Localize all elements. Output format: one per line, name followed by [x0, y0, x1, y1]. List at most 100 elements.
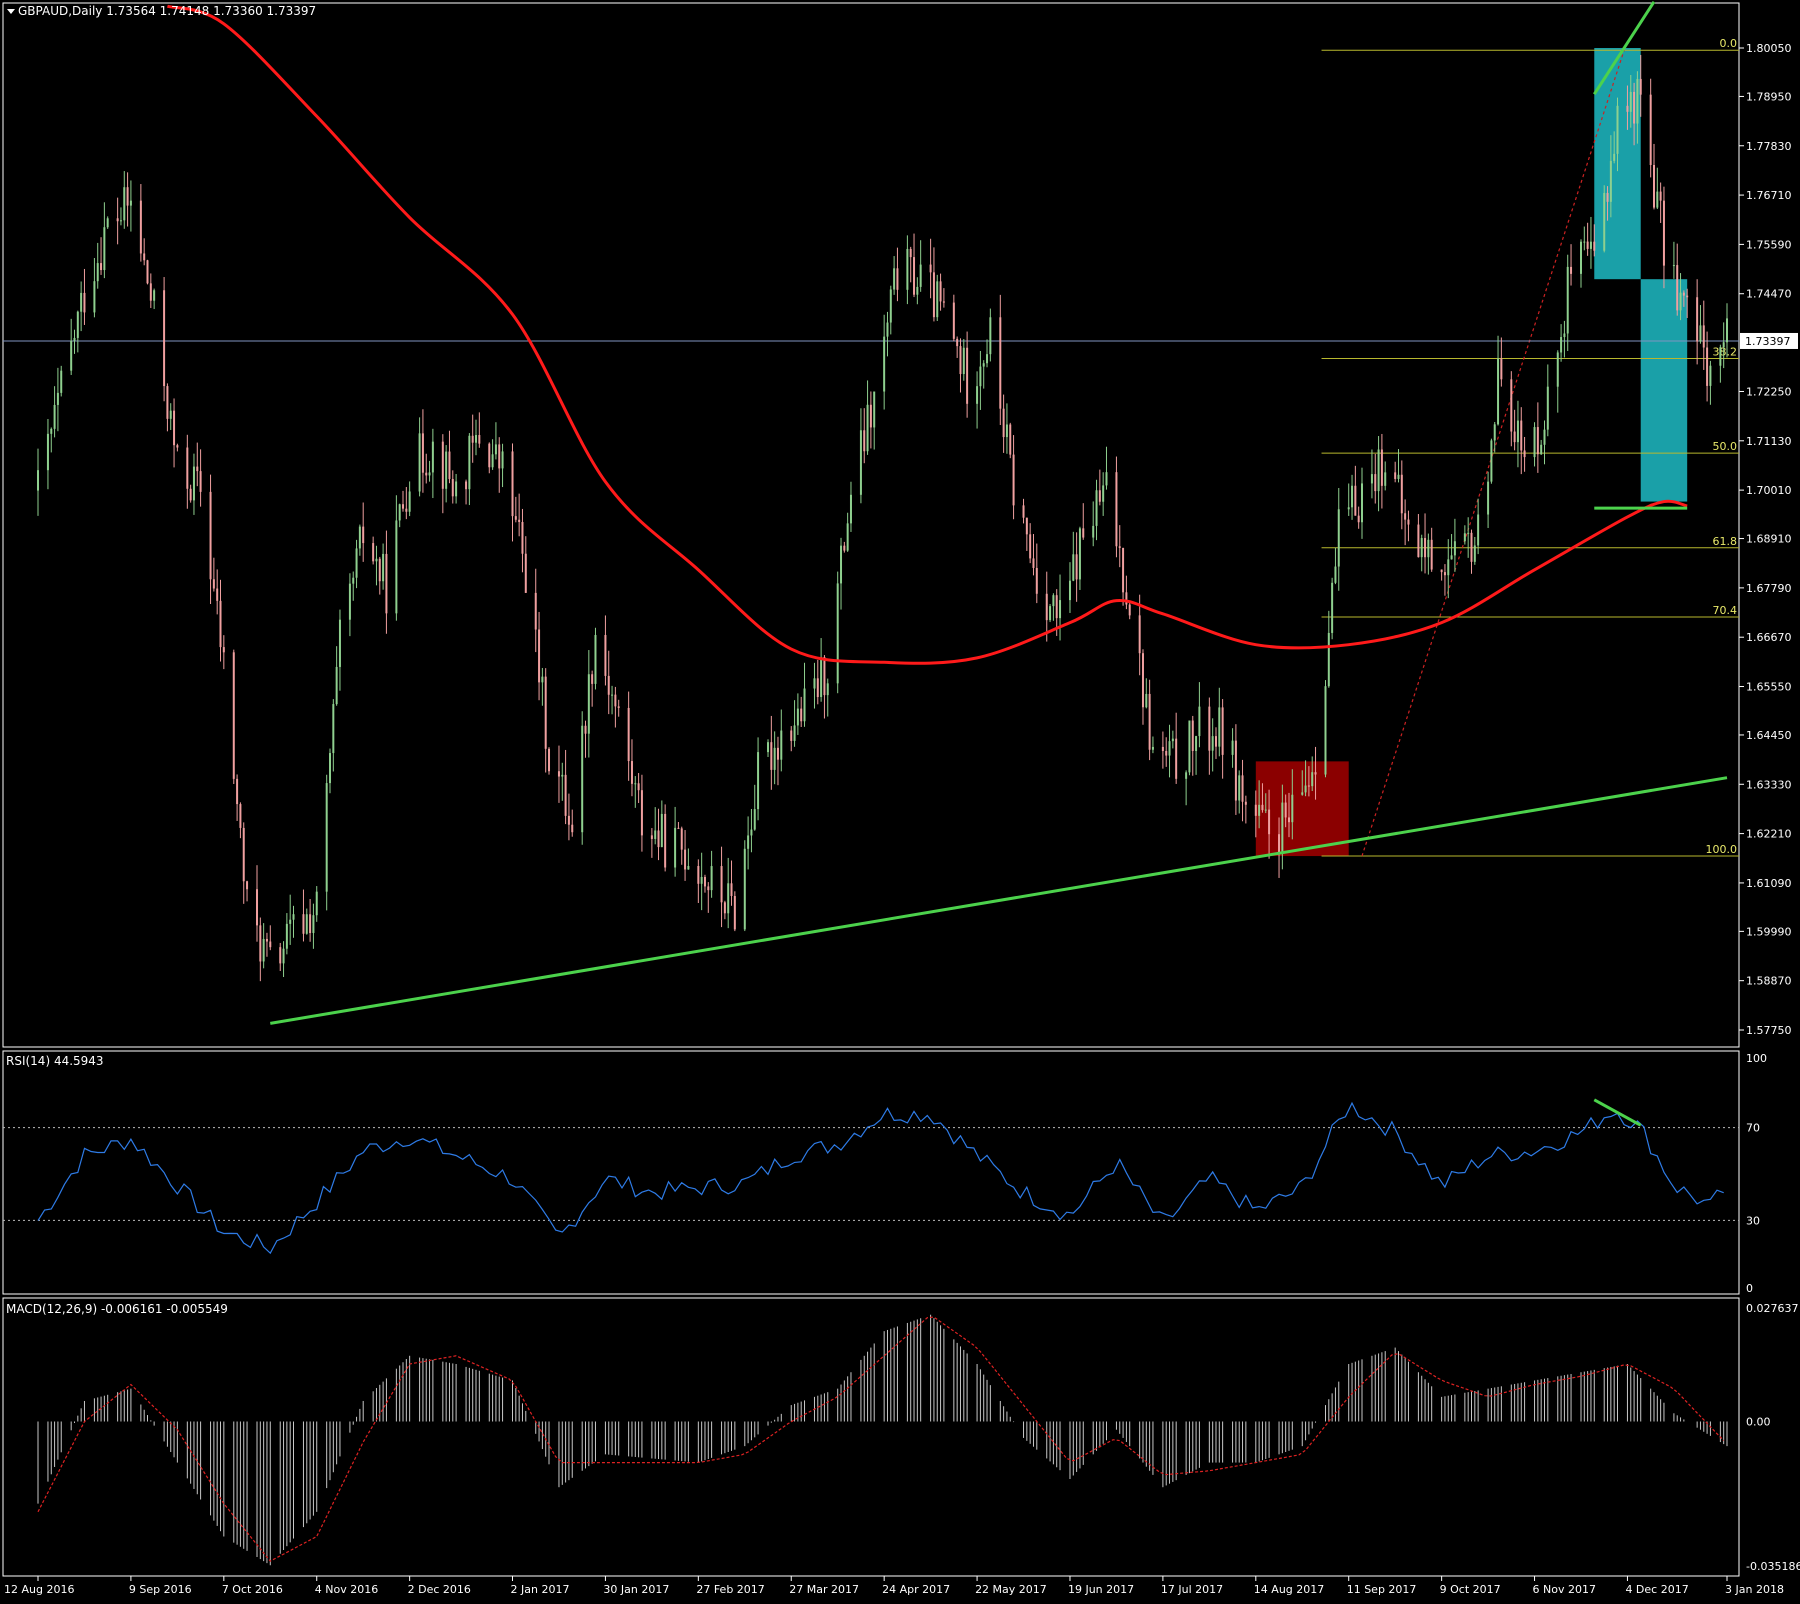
- candle-body: [216, 588, 219, 601]
- dropdown-triangle-icon[interactable]: [7, 9, 15, 14]
- candle-body: [1377, 449, 1380, 492]
- fib-level-label: 0.0: [1720, 37, 1738, 50]
- candle-body: [1068, 580, 1071, 601]
- candle-body: [375, 558, 378, 562]
- candle-body: [1404, 513, 1407, 520]
- macd-axis-label: 0.027637: [1746, 1302, 1799, 1315]
- date-label: 17 Jul 2017: [1161, 1583, 1223, 1596]
- candle-body: [591, 674, 594, 684]
- price-tick-label: 1.59990: [1746, 925, 1792, 938]
- candle-body: [1699, 325, 1702, 342]
- candle-body: [398, 504, 401, 521]
- candle-body: [1579, 241, 1582, 274]
- candle-body: [859, 430, 862, 495]
- candle-body: [1052, 595, 1055, 607]
- fib-level-label: 61.8: [1713, 535, 1738, 548]
- candle-body: [1719, 347, 1722, 366]
- fib-level-label: 50.0: [1713, 440, 1738, 453]
- candle-body: [611, 694, 614, 696]
- candle-body: [511, 451, 514, 517]
- rsi-header: RSI(14) 44.5943: [6, 1054, 104, 1068]
- candle-body: [126, 187, 129, 206]
- candle-body: [743, 848, 746, 930]
- candle-body: [1055, 595, 1058, 619]
- candle-body: [1443, 572, 1446, 576]
- candle-body: [1676, 265, 1679, 311]
- candle-body: [962, 347, 965, 375]
- candle-body: [265, 938, 268, 942]
- candle-body: [1679, 292, 1682, 311]
- trendline-2[interactable]: [1593, 0, 1656, 96]
- candle-body: [116, 218, 119, 222]
- candle-body: [491, 454, 494, 468]
- candle-body: [959, 346, 962, 375]
- candle-body: [1049, 606, 1052, 621]
- candle-body: [909, 248, 912, 258]
- candle-body: [1185, 772, 1188, 779]
- candle-body: [106, 218, 109, 228]
- candle-body: [982, 363, 985, 367]
- price-tick-label: 1.65550: [1746, 681, 1792, 694]
- candle-body: [292, 914, 295, 920]
- candle-body: [1566, 266, 1569, 334]
- price-tick-label: 1.64450: [1746, 729, 1792, 742]
- candle-body: [1072, 554, 1075, 581]
- candle-body: [1287, 817, 1290, 823]
- candle-body: [166, 386, 169, 419]
- date-label: 14 Aug 2017: [1254, 1583, 1324, 1596]
- candle-body: [883, 336, 886, 392]
- candle-body: [780, 730, 783, 760]
- candle-body: [614, 694, 617, 707]
- candle-body: [986, 354, 989, 364]
- candle-body: [1487, 481, 1490, 515]
- candle-body: [1347, 507, 1350, 510]
- candle-body: [139, 200, 142, 254]
- candle-body: [1586, 241, 1589, 249]
- rsi-axis-label: 0: [1746, 1282, 1753, 1295]
- candle-body: [800, 708, 803, 722]
- rsi-panel-frame: [2, 1050, 1740, 1295]
- candle-body: [650, 835, 653, 839]
- candle-body: [979, 366, 982, 387]
- candle-body: [169, 410, 172, 419]
- candle-body: [607, 675, 610, 695]
- candle-body: [1281, 802, 1284, 853]
- candle-body: [1546, 386, 1549, 430]
- candle-body: [1370, 474, 1373, 484]
- candle-body: [1520, 420, 1523, 451]
- candle-body: [1450, 555, 1453, 560]
- candle-body: [936, 281, 939, 318]
- candle-body: [700, 876, 703, 884]
- candle-body: [581, 725, 584, 833]
- candle-body: [730, 883, 733, 897]
- candle-body: [478, 435, 481, 444]
- candle-body: [1672, 265, 1675, 267]
- candle-body: [1254, 804, 1257, 816]
- candle-body: [382, 553, 385, 582]
- candle-body: [929, 264, 932, 273]
- candle-body: [1264, 809, 1267, 811]
- candle-body: [1095, 490, 1098, 526]
- rsi-divergence-line[interactable]: [1593, 1098, 1642, 1127]
- candle-body: [1702, 325, 1705, 348]
- candle-body: [471, 435, 474, 443]
- price-tick-label: 1.71130: [1746, 435, 1792, 448]
- date-label: 4 Nov 2016: [315, 1583, 378, 1596]
- trendline-1[interactable]: [270, 776, 1728, 1025]
- candle-body: [408, 491, 411, 512]
- candle-body: [790, 730, 793, 741]
- candle-body: [385, 553, 388, 614]
- candle-body: [282, 948, 285, 964]
- candle-body: [362, 526, 365, 544]
- candle-body: [873, 391, 876, 428]
- candle-body: [285, 923, 288, 949]
- rsi-line: [37, 1101, 1724, 1255]
- candle-body: [1045, 593, 1048, 621]
- candle-body: [1002, 408, 1005, 438]
- rsi-axis-label: 70: [1746, 1122, 1760, 1135]
- price-tick-label: 1.72250: [1746, 385, 1792, 398]
- candle-body: [123, 187, 126, 221]
- candle-body: [1231, 740, 1234, 755]
